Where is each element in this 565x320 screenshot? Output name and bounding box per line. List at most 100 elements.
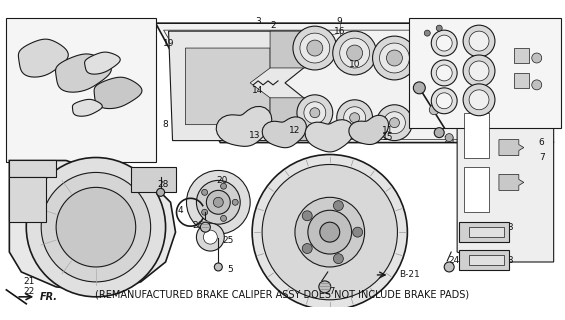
Text: (REMANUFACTURED BRAKE CALIPER ASSY DOES NOT INCLUDE BRAKE PADS): (REMANUFACTURED BRAKE CALIPER ASSY DOES … (95, 290, 470, 300)
Circle shape (206, 190, 231, 214)
Circle shape (532, 80, 542, 90)
Circle shape (384, 112, 406, 134)
Circle shape (197, 223, 224, 251)
Circle shape (445, 134, 453, 141)
Text: 26: 26 (193, 221, 204, 230)
Circle shape (202, 209, 207, 215)
Circle shape (319, 281, 331, 293)
Text: 14: 14 (253, 86, 264, 95)
Circle shape (333, 31, 376, 75)
Text: 11: 11 (382, 126, 393, 135)
Polygon shape (10, 177, 46, 222)
Text: 27: 27 (324, 287, 336, 296)
Polygon shape (155, 23, 554, 143)
Polygon shape (464, 113, 489, 157)
Text: 8: 8 (163, 120, 168, 129)
Circle shape (26, 157, 166, 297)
Text: 2: 2 (270, 21, 276, 30)
Circle shape (389, 118, 399, 128)
Text: B-21: B-21 (399, 270, 420, 279)
Text: 13: 13 (249, 131, 261, 140)
Text: 15: 15 (382, 133, 393, 142)
Circle shape (300, 33, 330, 63)
Circle shape (444, 262, 454, 272)
Polygon shape (6, 18, 155, 163)
Circle shape (532, 53, 542, 63)
Text: 22: 22 (24, 287, 35, 296)
Circle shape (431, 88, 457, 114)
Circle shape (431, 60, 457, 86)
Circle shape (308, 210, 351, 254)
Circle shape (434, 128, 444, 138)
Circle shape (469, 90, 489, 110)
Polygon shape (410, 18, 560, 128)
Circle shape (203, 230, 218, 244)
Polygon shape (459, 222, 509, 242)
Text: 12: 12 (289, 126, 301, 135)
Polygon shape (469, 255, 504, 265)
Circle shape (41, 172, 151, 282)
Polygon shape (72, 99, 102, 116)
Text: 17: 17 (431, 88, 442, 97)
Polygon shape (216, 107, 272, 146)
Circle shape (436, 25, 442, 31)
Circle shape (436, 93, 452, 109)
Circle shape (380, 43, 410, 73)
Circle shape (436, 65, 452, 81)
Text: FR.: FR. (40, 292, 58, 302)
Circle shape (386, 50, 402, 66)
Circle shape (436, 35, 452, 51)
Circle shape (424, 30, 431, 36)
Circle shape (220, 215, 227, 221)
Polygon shape (55, 54, 111, 92)
Circle shape (214, 197, 223, 207)
Circle shape (262, 164, 397, 300)
Circle shape (429, 105, 439, 115)
Circle shape (333, 201, 344, 211)
Circle shape (463, 55, 495, 87)
Circle shape (201, 222, 210, 232)
Circle shape (202, 189, 207, 195)
Circle shape (297, 95, 333, 131)
Polygon shape (10, 161, 176, 292)
Text: 7: 7 (539, 153, 545, 162)
Polygon shape (499, 174, 524, 190)
Polygon shape (262, 117, 306, 148)
Circle shape (469, 31, 489, 51)
Polygon shape (85, 52, 120, 74)
Text: 24: 24 (449, 255, 460, 265)
Circle shape (157, 188, 164, 196)
Circle shape (333, 254, 344, 264)
Circle shape (302, 244, 312, 253)
Polygon shape (514, 48, 529, 63)
Circle shape (197, 180, 240, 224)
Circle shape (304, 102, 326, 124)
Circle shape (186, 171, 250, 234)
Circle shape (320, 222, 340, 242)
Polygon shape (270, 98, 315, 140)
Circle shape (232, 199, 238, 205)
Text: 20: 20 (216, 176, 228, 185)
Circle shape (220, 183, 227, 189)
Circle shape (463, 25, 495, 57)
Polygon shape (10, 161, 56, 177)
Text: 1: 1 (544, 19, 550, 28)
Text: 10: 10 (349, 60, 360, 69)
Text: 23: 23 (444, 136, 455, 145)
Polygon shape (469, 227, 504, 237)
Text: 19: 19 (163, 39, 175, 48)
Text: 21: 21 (24, 277, 35, 286)
Circle shape (214, 263, 222, 271)
Text: 5: 5 (227, 266, 233, 275)
Text: 28: 28 (157, 180, 168, 189)
Circle shape (56, 188, 136, 267)
Text: 18: 18 (503, 255, 515, 265)
Circle shape (414, 82, 425, 94)
Polygon shape (270, 31, 315, 68)
Polygon shape (514, 73, 529, 88)
Polygon shape (168, 31, 310, 140)
Text: 9: 9 (337, 17, 342, 26)
Circle shape (302, 211, 312, 221)
Polygon shape (305, 120, 354, 152)
Polygon shape (19, 39, 68, 77)
